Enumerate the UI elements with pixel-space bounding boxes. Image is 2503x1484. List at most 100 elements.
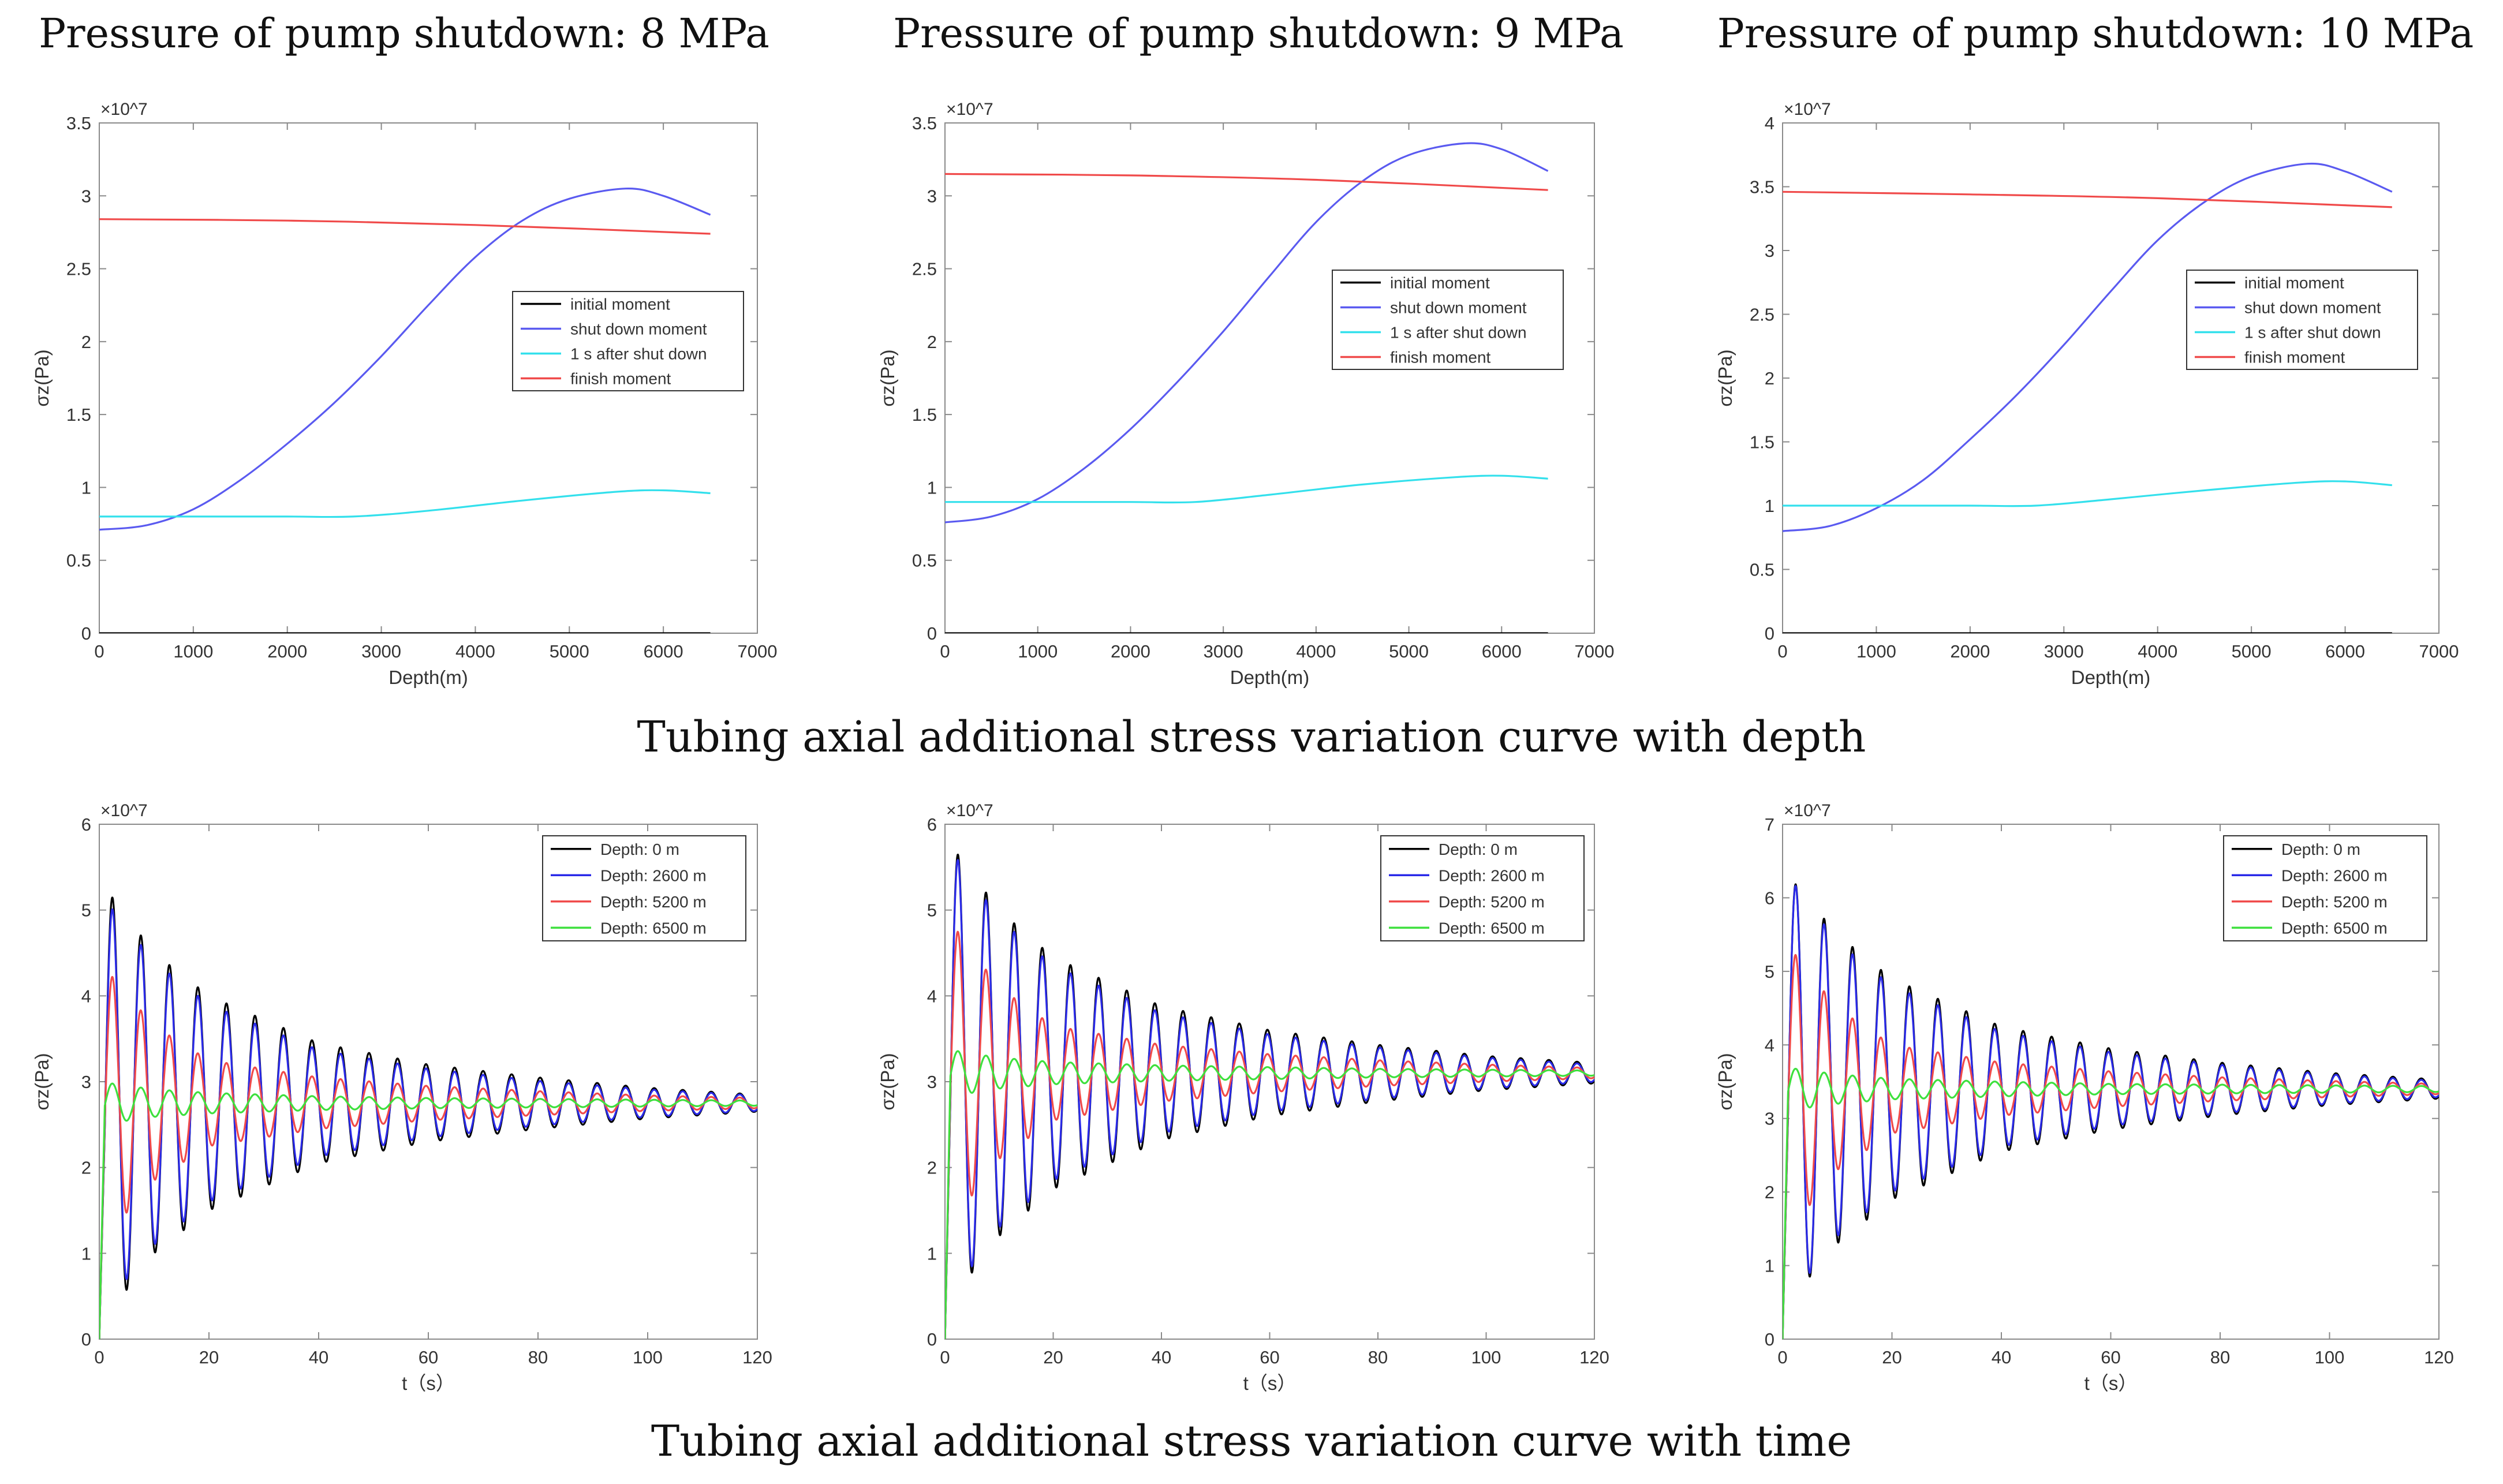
x-tick-label: 20 [1043, 1347, 1063, 1367]
x-axis-label: t（s） [1243, 1373, 1297, 1394]
column-title-9mpa: Pressure of pump shutdown: 9 MPa [893, 10, 1624, 57]
axis-exponent-label: ×10^7 [100, 100, 148, 119]
legend-label: shut down moment [2244, 299, 2381, 317]
x-tick-label: 120 [742, 1347, 772, 1367]
y-axis-label: σz(Pa) [877, 1053, 898, 1110]
x-tick-label: 100 [2315, 1347, 2345, 1367]
y-tick-label: 3 [1765, 1109, 1774, 1129]
y-tick-label: 5 [1765, 962, 1774, 982]
x-tick-label: 20 [199, 1347, 219, 1367]
x-tick-label: 40 [1992, 1347, 2011, 1367]
x-tick-label: 2000 [1950, 641, 1990, 661]
x-tick-label: 40 [1152, 1347, 1171, 1367]
legend: Depth: 0 m Depth: 2600 m Depth: 5200 m Dept… [542, 835, 746, 941]
x-tick-label: 120 [1579, 1347, 1609, 1367]
x-tick-label: 6000 [2325, 641, 2365, 661]
legend: Depth: 0 m Depth: 2600 m Depth: 5200 m Dept… [1380, 835, 1585, 941]
legend-label: 1 s after shut down [1390, 324, 1527, 342]
column-title-8mpa: Pressure of pump shutdown: 8 MPa [39, 10, 769, 57]
axis-exponent-label: ×10^7 [100, 801, 148, 820]
series-line-4 [945, 1050, 1594, 1339]
chart-panel-1: 0 1000 2000 3000 4000 5000 6000 7000 0 0.5 1 1.5 2 2.… [31, 100, 777, 688]
x-tick-label: 0 [94, 641, 104, 661]
y-axis-label: σz(Pa) [1714, 1053, 1736, 1110]
y-tick-label: 1 [81, 1243, 91, 1264]
y-tick-label: 2 [1765, 1182, 1774, 1202]
legend-label: finish moment [2244, 349, 2345, 367]
legend-label: shut down moment [570, 320, 707, 338]
y-tick-label: 2 [81, 1158, 91, 1178]
y-tick-label: 3 [927, 186, 937, 206]
series-layer [945, 142, 1549, 633]
axis-exponent-label: ×10^7 [1784, 801, 1831, 820]
plot-frame [1782, 122, 2440, 634]
x-tick-label: 0 [94, 1347, 104, 1367]
y-tick-label: 1 [81, 477, 91, 498]
x-tick-label: 100 [1471, 1347, 1501, 1367]
legend-label: Depth: 5200 m [2281, 893, 2388, 911]
y-tick-label: 2.5 [1750, 305, 1774, 325]
y-tick-label: 5 [927, 900, 937, 921]
legend-label: Depth: 0 m [1439, 840, 1518, 858]
y-tick-label: 3.5 [66, 113, 91, 133]
series-layer [945, 854, 1594, 1339]
y-tick-label: 4 [1765, 113, 1774, 133]
y-tick-label: 3 [81, 186, 91, 206]
series-line-4 [1783, 1068, 2439, 1339]
x-axis-label: Depth(m) [388, 667, 468, 688]
legend: initial moment shut down moment 1 s after … [2186, 270, 2418, 370]
y-tick-label: 4 [81, 986, 91, 1006]
y-tick-label: 5 [81, 900, 91, 921]
series-line-2 [945, 142, 1549, 524]
series-line-3 [945, 474, 1548, 504]
chart-panel-3: 0 1000 2000 3000 4000 5000 6000 7000 0 0.5 1 1.5 2 2.… [1714, 100, 2459, 688]
y-tick-label: 0 [1765, 1329, 1774, 1350]
y-tick-label: 1 [927, 1243, 937, 1264]
x-tick-label: 6000 [1482, 641, 1522, 661]
column-title-10mpa: Pressure of pump shutdown: 10 MPa [1717, 10, 2474, 57]
legend-label: Depth: 5200 m [1439, 893, 1545, 911]
chart-panel-2: 0 1000 2000 3000 4000 5000 6000 7000 0 0.5 1 1.5 2 2.… [877, 100, 1614, 688]
y-axis-label: σz(Pa) [877, 349, 898, 406]
legend-label: shut down moment [1390, 299, 1527, 317]
x-tick-label: 4000 [455, 641, 495, 661]
series-line-3 [99, 975, 757, 1339]
x-tick-label: 60 [419, 1347, 438, 1367]
chart-panel-4: 0 20 40 60 80 100 120 0 1 2 3 4 5 6 ×10^7 t（s） σz(Pa) Dep… [31, 801, 772, 1394]
y-axis-label: σz(Pa) [31, 1053, 53, 1110]
series-line-2 [99, 188, 711, 531]
chart-panel-5: 0 20 40 60 80 100 120 0 1 2 3 4 5 6 ×10^7 t（s） σz(Pa) Dep… [877, 801, 1609, 1394]
y-tick-label: 7 [1765, 814, 1774, 835]
legend-box [2223, 835, 2427, 941]
x-tick-label: 1000 [173, 641, 213, 661]
y-tick-label: 4 [927, 986, 937, 1006]
x-tick-label: 3000 [1204, 641, 1243, 661]
series-line-1 [1783, 883, 2439, 1339]
legend-box [2186, 270, 2418, 370]
y-axis-label: σz(Pa) [1714, 349, 1736, 406]
legend-label: initial moment [570, 296, 670, 313]
legend-label: 1 s after shut down [2244, 324, 2381, 342]
y-tick-label: 3.5 [1750, 177, 1774, 197]
y-tick-label: 1 [927, 477, 937, 498]
y-tick-label: 2 [1765, 368, 1774, 388]
y-tick-label: 0.5 [66, 551, 91, 571]
legend-label: Depth: 0 m [2281, 840, 2360, 858]
x-tick-label: 40 [309, 1347, 328, 1367]
series-line-4 [99, 218, 711, 235]
x-axis-label: t（s） [2084, 1373, 2138, 1394]
chart-panel-6: 0 20 40 60 80 100 120 0 1 2 3 4 5 6 7 ×10^7 t（s） σz(Pa) De… [1714, 801, 2454, 1394]
x-tick-label: 120 [2424, 1347, 2454, 1367]
x-tick-label: 3000 [361, 641, 401, 661]
legend: initial moment shut down moment 1 s after … [1332, 270, 1564, 370]
y-tick-label: 3 [1765, 241, 1774, 261]
legend-label: finish moment [1390, 349, 1491, 367]
x-tick-label: 0 [940, 1347, 950, 1367]
x-axis-label: t（s） [402, 1373, 455, 1394]
x-tick-label: 0 [1777, 1347, 1787, 1367]
x-tick-label: 80 [528, 1347, 548, 1367]
y-axis-label: σz(Pa) [31, 349, 53, 406]
y-tick-label: 3 [81, 1072, 91, 1092]
x-tick-label: 1000 [1018, 641, 1058, 661]
legend-label: Depth: 6500 m [1439, 919, 1545, 937]
